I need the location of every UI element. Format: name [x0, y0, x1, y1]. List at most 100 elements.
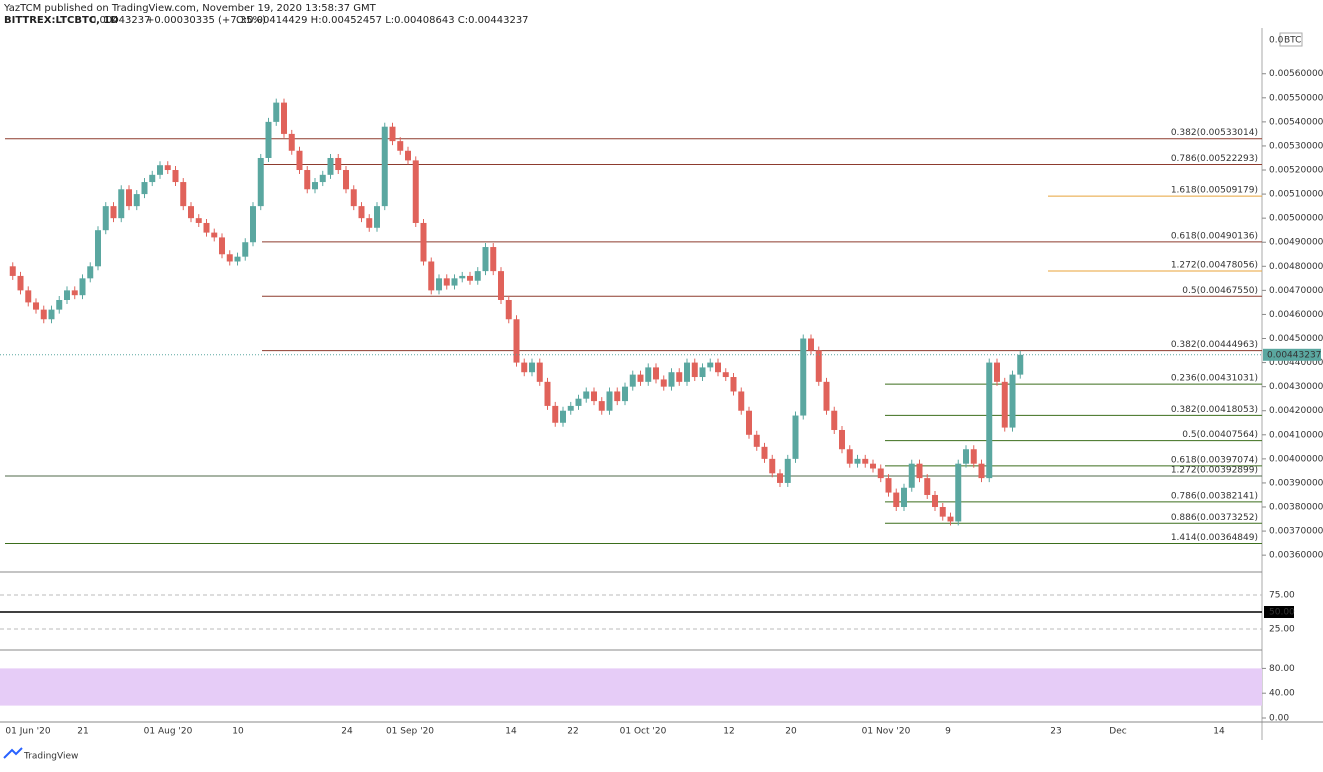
rsi-box: [1264, 606, 1294, 618]
candle: [606, 391, 613, 411]
last-price: 0.00443237: [90, 15, 150, 26]
time-label: 22: [567, 727, 578, 737]
time-label: 01 Sep '20: [386, 727, 434, 737]
candle: [350, 189, 357, 207]
y-tick-label: 0.00480000: [1269, 262, 1323, 272]
candle: [1017, 354, 1024, 375]
ohlc: O:0.00414429 H:0.00452457 L:0.00408643 C…: [236, 15, 529, 26]
candle: [467, 275, 473, 281]
time-label: 01 Aug '20: [144, 727, 193, 737]
fib-label: 0.786(0.00382141): [1171, 491, 1258, 501]
fib-label: 0.382(0.00418053): [1171, 405, 1258, 415]
y-tick-label: 0.00500000: [1269, 214, 1323, 224]
candle: [195, 218, 202, 223]
fib-label: 0.382(0.00533014): [1171, 128, 1258, 138]
candle: [389, 126, 396, 142]
time-label: 9: [945, 727, 951, 737]
candle: [963, 449, 969, 464]
candle: [916, 463, 923, 479]
candle: [335, 157, 342, 171]
candle: [474, 271, 481, 281]
time-label: 01 Nov '20: [862, 727, 911, 737]
candle: [180, 182, 187, 207]
candle: [955, 463, 962, 522]
candle: [932, 494, 938, 508]
candle: [552, 405, 559, 423]
candle: [699, 367, 706, 378]
fib-label: 1.272(0.00478056): [1171, 260, 1258, 270]
symbol: BITTREX:LTCBTC, 1D: [4, 15, 119, 26]
fib-label: 1.414(0.00364849): [1171, 533, 1258, 543]
candle: [412, 160, 419, 223]
candle: [381, 126, 388, 207]
rsi-tick-label: 75.00: [1269, 591, 1295, 601]
candle: [994, 362, 1000, 382]
stoch-tick-label: 80.00: [1269, 664, 1295, 674]
candle: [327, 157, 334, 175]
axis-top: 0.0: [1269, 36, 1284, 46]
fib-label: 0.236(0.00431031): [1171, 374, 1258, 384]
y-tick-label: 0.00510000: [1269, 190, 1323, 200]
candle: [660, 379, 667, 387]
candle: [753, 434, 760, 447]
candle: [296, 150, 303, 171]
y-tick-label: 0.00530000: [1269, 141, 1323, 151]
time-label: 21: [77, 727, 88, 737]
y-tick-label: 0.00390000: [1269, 478, 1323, 488]
candle: [1009, 374, 1016, 428]
candle: [598, 401, 605, 411]
currency-box: [1279, 32, 1303, 47]
candle: [653, 367, 659, 380]
candle: [560, 410, 566, 423]
candle: [126, 189, 132, 207]
candle: [668, 372, 675, 387]
candle: [746, 410, 752, 435]
candle: [885, 478, 892, 493]
candle: [459, 275, 466, 279]
candle: [149, 174, 156, 183]
candle: [529, 362, 535, 373]
candle: [164, 165, 171, 171]
candle: [102, 206, 109, 231]
y-tick-label: 0.00450000: [1269, 334, 1323, 344]
fib-label: 0.382(0.00444963): [1171, 340, 1258, 350]
candle: [839, 429, 845, 450]
candle: [358, 206, 365, 219]
candle: [219, 237, 225, 255]
candle: [978, 463, 985, 479]
candle: [505, 300, 512, 320]
candle: [482, 247, 489, 272]
candle: [141, 182, 148, 195]
y-tick-label: 0.00470000: [1269, 286, 1323, 296]
candle: [637, 374, 644, 382]
candle: [157, 165, 163, 175]
candle: [800, 338, 807, 416]
change: +0.00030335 (+7.35%): [146, 15, 266, 26]
candle: [815, 350, 822, 382]
y-tick-label: 0.00430000: [1269, 382, 1323, 392]
candle: [629, 374, 636, 387]
last-label: 0.00443237: [1267, 350, 1321, 360]
candle: [738, 391, 745, 411]
rsi-tick-label: 25.00: [1269, 625, 1295, 635]
candle: [870, 463, 876, 469]
candle: [211, 232, 218, 238]
candle: [420, 222, 427, 262]
candle: [684, 362, 690, 382]
candle: [405, 150, 411, 161]
candle: [784, 458, 791, 483]
y-tick-label: 0.00490000: [1269, 238, 1323, 248]
time-label: 01 Jun '20: [5, 727, 50, 737]
candle: [118, 189, 125, 219]
y-tick-label: 0.00550000: [1269, 93, 1323, 103]
candle: [188, 206, 194, 219]
fib-label: 1.272(0.00392899): [1171, 465, 1258, 475]
candle: [9, 266, 16, 276]
candle: [513, 319, 520, 363]
candle: [645, 367, 652, 382]
candle: [48, 309, 55, 320]
y-tick-label: 0.00420000: [1269, 406, 1323, 416]
candle: [823, 381, 830, 411]
